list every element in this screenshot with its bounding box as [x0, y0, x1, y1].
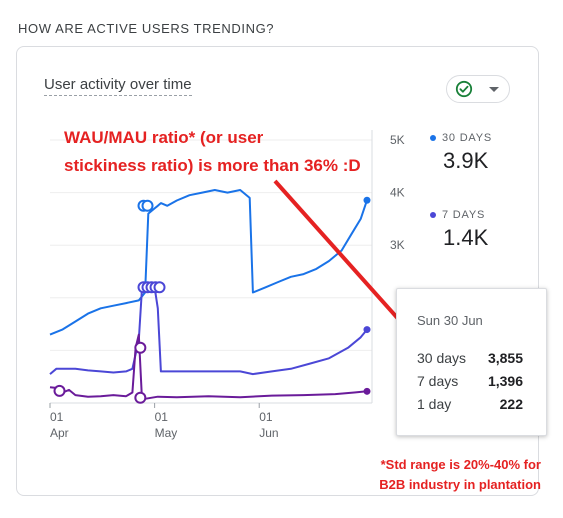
annotation-marker[interactable]	[134, 391, 147, 404]
tooltip-label: 1 day	[417, 396, 452, 412]
legend-30-days[interactable]: 30 DAYS 3.9K	[430, 132, 492, 174]
annotation-marker[interactable]	[153, 281, 166, 294]
legend-label-30-days: 30 DAYS	[442, 132, 493, 144]
chart-series	[49, 189, 368, 400]
chart-markers	[53, 196, 371, 404]
y-tick-label: 3K	[390, 238, 405, 252]
compare-dropdown-button[interactable]	[446, 75, 510, 103]
series-end-dot-1-day	[363, 387, 371, 395]
series-line-7-days	[49, 286, 368, 376]
annotation-line-2: stickiness ratio) is more than 36% :D	[64, 156, 361, 175]
x-tick-month: Apr	[50, 426, 69, 440]
tooltip-value: 1,396	[487, 373, 523, 389]
legend-value-7-days: 1.4K	[443, 225, 489, 250]
card-title[interactable]: User activity over time	[44, 76, 192, 96]
tooltip-row-1-day: 1 day 222	[417, 396, 523, 412]
footnote-line-2: B2B industry in plantation	[379, 477, 541, 492]
x-tick-day: 01	[155, 410, 169, 424]
annotation-marker[interactable]	[53, 384, 66, 397]
x-tick-day: 01	[259, 410, 273, 424]
tooltip-value: 3,855	[487, 350, 523, 366]
tooltip-row-7-days: 7 days 1,396	[417, 373, 523, 389]
annotation-marker[interactable]	[134, 341, 147, 354]
series-end-dot-7-days	[363, 326, 371, 334]
legend-dot-7-days	[430, 212, 436, 218]
tooltip-value: 222	[499, 396, 523, 412]
annotation-text: WAU/MAU ratio* (or user stickiness ratio…	[64, 124, 404, 180]
x-tick-month: May	[155, 426, 178, 440]
chart-gridlines	[50, 130, 373, 404]
x-tick-month: Jun	[259, 426, 278, 440]
check-circle-icon	[455, 80, 473, 98]
legend-label-7-days: 7 DAYS	[442, 209, 486, 221]
caret-down-icon	[489, 87, 499, 92]
footnote-line-1: *Std range is 20%-40% for	[380, 457, 541, 472]
legend-dot-30-days	[430, 135, 436, 141]
legend-value-30-days: 3.9K	[443, 148, 489, 173]
series-end-dot-30-days	[363, 196, 371, 204]
y-tick-label: 4K	[390, 186, 405, 200]
x-tick-day: 01	[50, 410, 64, 424]
tooltip-date: Sun 30 Jun	[417, 313, 483, 328]
legend-7-days[interactable]: 7 DAYS 1.4K	[430, 209, 488, 251]
y-tick-label: 5K	[390, 133, 405, 147]
tooltip-label: 30 days	[417, 350, 467, 366]
tooltip-row-30-days: 30 days 3,855	[417, 350, 523, 366]
chart-tooltip: Sun 30 Jun 30 days 3,855 7 days 1,396 1 …	[396, 288, 547, 436]
series-line-30-days	[49, 189, 368, 336]
annotation-marker[interactable]	[141, 199, 154, 212]
series-line-1-day	[49, 333, 368, 400]
annotation-line-1: WAU/MAU ratio* (or user	[64, 128, 264, 147]
tooltip-label: 7 days	[417, 373, 459, 389]
footnote: *Std range is 20%-40% for B2B industry i…	[379, 455, 541, 495]
section-title: HOW ARE ACTIVE USERS TRENDING?	[18, 21, 275, 36]
